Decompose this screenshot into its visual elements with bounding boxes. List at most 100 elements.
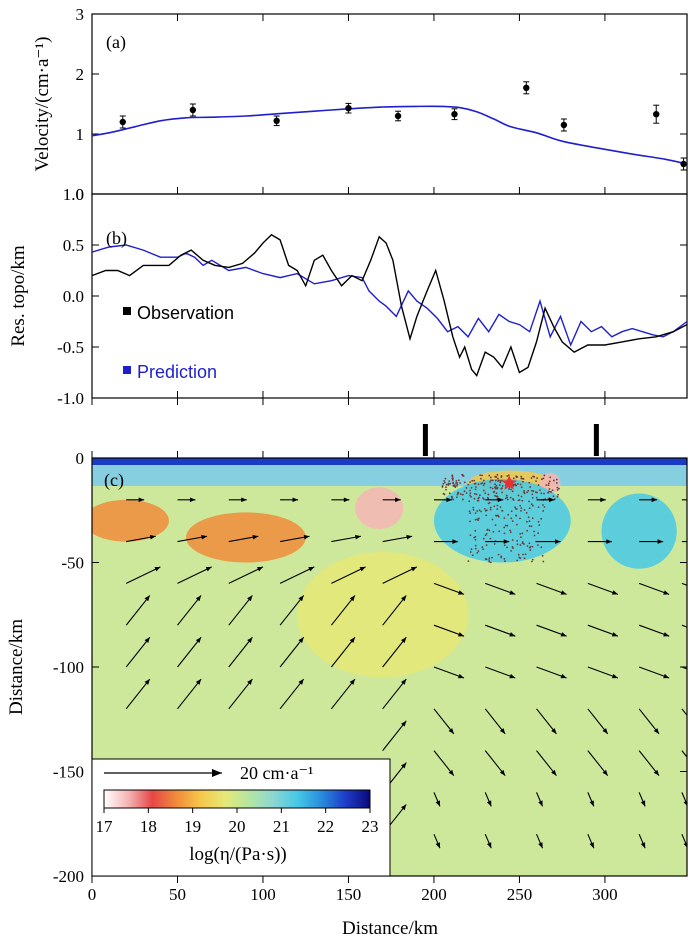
earthquake-dot [530,477,533,479]
colorbar-tick-label: 18 [140,817,157,836]
earthquake-dot [511,520,514,523]
earthquake-dot [482,489,485,492]
earthquake-dot [533,475,536,478]
earthquake-dot [535,480,537,483]
earthquake-dot [491,479,494,482]
panel-a-label: (a) [106,32,126,53]
velocity-arrow-head [663,673,670,679]
velocity-arrow-head [499,769,506,776]
earthquake-dot [508,488,510,490]
panel-b-observation-line [92,233,687,377]
earthquake-dot [484,558,487,560]
earthquake-dot [498,530,501,533]
earthquake-dot [528,481,531,484]
tick-label: 0.5 [63,236,84,255]
earthquake-dot [545,484,548,487]
earthquake-dot [519,517,521,520]
earthquake-dot [448,480,451,483]
earthquake-dot [536,477,539,480]
velocity-arrow-head [589,842,594,849]
velocity-arrow [125,566,161,584]
earthquake-dot [552,479,555,482]
earthquake-dot [477,483,480,486]
velocity-arrow-head [602,769,608,776]
earthquake-dot [475,486,477,488]
earthquake-dot [503,526,506,529]
earthquake-dot [488,559,490,561]
tick-label: 1 [76,125,85,144]
earthquake-dot [501,491,503,494]
velocity-arrow-head [435,842,440,849]
earthquake-dot [474,488,477,491]
earthquake-dot [457,479,460,482]
colorbar-tick-label: 21 [273,817,290,836]
earthquake-dot [531,504,534,507]
earthquake-dot [515,484,518,487]
earthquake-dot [484,492,487,495]
velocity-arrow-head [560,590,567,595]
velocity-arrow-head [144,595,150,602]
velocity-arrow [382,566,418,584]
earthquake-dot [536,544,539,546]
velocity-arrow-head [538,842,543,849]
earthquake-dot [478,509,481,512]
earthquake-dot [480,510,482,513]
earthquake-dot [541,554,544,557]
earthquake-dot [504,524,507,527]
earthquake-dot [499,506,502,508]
velocity-arrow-head [606,539,612,544]
observation-point [680,160,687,168]
earthquake-dot [474,529,477,532]
earthquake-dot [478,494,481,497]
observation-point [189,106,197,114]
earthquake-dot [519,483,522,486]
earthquake-dot [482,537,485,540]
earthquake-dot [514,506,517,509]
earthquake-dot [443,493,446,496]
velocity-arrow-head [241,497,247,503]
earthquake-dot [507,513,510,516]
earthquake-dot [517,483,519,485]
earthquake-dot [459,482,462,484]
earthquake-dot [521,541,524,543]
earthquake-dot [486,529,489,531]
earthquake-dot [543,506,546,508]
tick-label: 0 [76,449,85,468]
earthquake-dot [461,498,464,501]
earthquake-dot [494,486,496,489]
earthquake-dot [485,544,488,546]
earthquake-dot [509,496,512,499]
earthquake-dot [456,483,459,486]
velocity-arrow-head [589,800,594,807]
earthquake-dot [517,494,520,497]
velocity-arrow-head [355,534,361,540]
tick-label: 150 [336,885,362,904]
earthquake-dot [521,499,524,502]
earthquake-dot [548,488,551,490]
earthquake-dot [456,493,459,496]
panel-b-legend: Observation Prediction [123,303,234,382]
earthquake-dot [480,477,482,480]
star-marker [501,475,517,490]
earthquake-dot [503,517,506,520]
earthquake-dot [512,499,515,501]
velocity-arrow-head [401,804,407,811]
earthquake-dot [537,520,540,523]
velocity-arrow-head [651,497,658,503]
tick-label: 1.0 [63,185,84,204]
earthquake-dot [494,524,497,527]
velocity-arrow-head [694,497,700,502]
earthquake-dot [469,512,472,515]
velocity-arrow [228,678,253,710]
earthquake-dot [547,482,550,485]
earthquake-dot [538,524,541,527]
earthquake-dot [482,484,485,487]
earthquake-dot [489,476,492,479]
observation-point [345,105,352,112]
earthquake-dot [542,560,545,563]
velocity-arrow-head [446,497,452,503]
earthquake-dot [483,482,486,485]
velocity-arrow [330,678,356,710]
earthquake-dot [471,479,474,482]
earthquake-dot [528,507,531,510]
